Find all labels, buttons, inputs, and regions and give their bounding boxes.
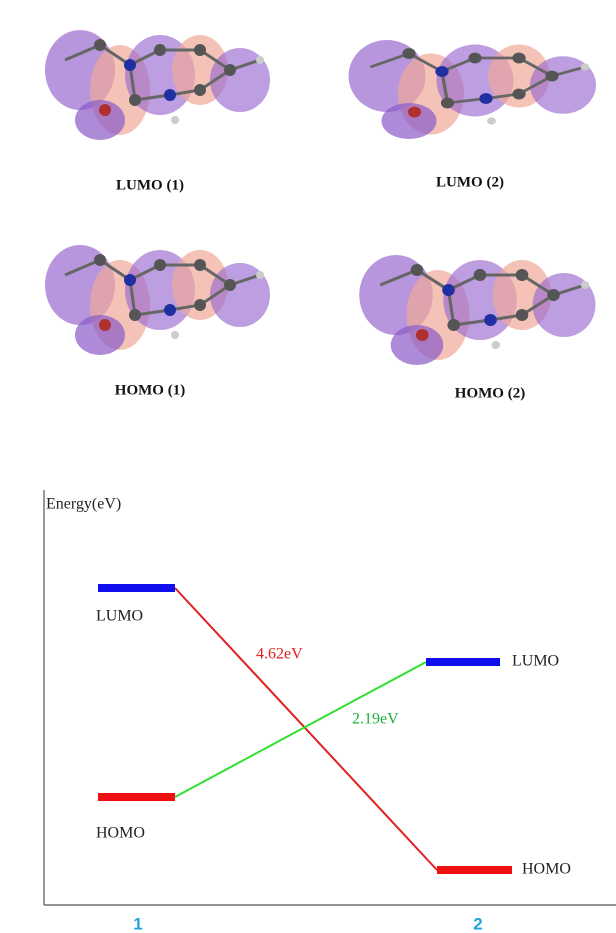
- transition-line: [175, 588, 437, 870]
- gap-label: 4.62eV: [256, 646, 303, 663]
- level-label: HOMO: [96, 825, 145, 842]
- molecule-image: [45, 245, 270, 355]
- transition-line: [175, 662, 426, 797]
- gap-label: 2.19eV: [352, 711, 399, 728]
- orbital-label: LUMO (2): [436, 174, 504, 190]
- molecule-image: [45, 30, 270, 140]
- molecule-image: [359, 255, 595, 365]
- level-label: HOMO: [522, 861, 571, 878]
- level-label: LUMO: [512, 653, 559, 670]
- orbital-label: HOMO (1): [115, 382, 185, 398]
- axis-label: Energy(eV): [46, 496, 121, 513]
- orbital-label: HOMO (2): [455, 385, 525, 401]
- homo-level: [98, 793, 175, 801]
- level-label: LUMO: [96, 608, 143, 625]
- lumo-level: [426, 658, 500, 666]
- molecule-image: [349, 40, 597, 139]
- lumo-level: [98, 584, 175, 592]
- orbital-label: LUMO (1): [116, 177, 184, 193]
- figure: LUMO (1) LUMO (2) HOMO (1) HOMO (2) Ener…: [0, 0, 616, 933]
- x-label: 2: [473, 914, 482, 933]
- x-label: 1: [133, 914, 142, 933]
- homo-level: [437, 866, 512, 874]
